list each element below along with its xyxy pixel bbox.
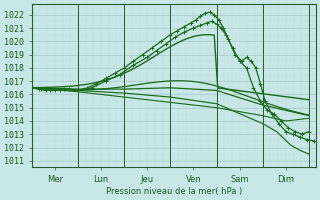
X-axis label: Pression niveau de la mer( hPa ): Pression niveau de la mer( hPa ) [106, 187, 242, 196]
